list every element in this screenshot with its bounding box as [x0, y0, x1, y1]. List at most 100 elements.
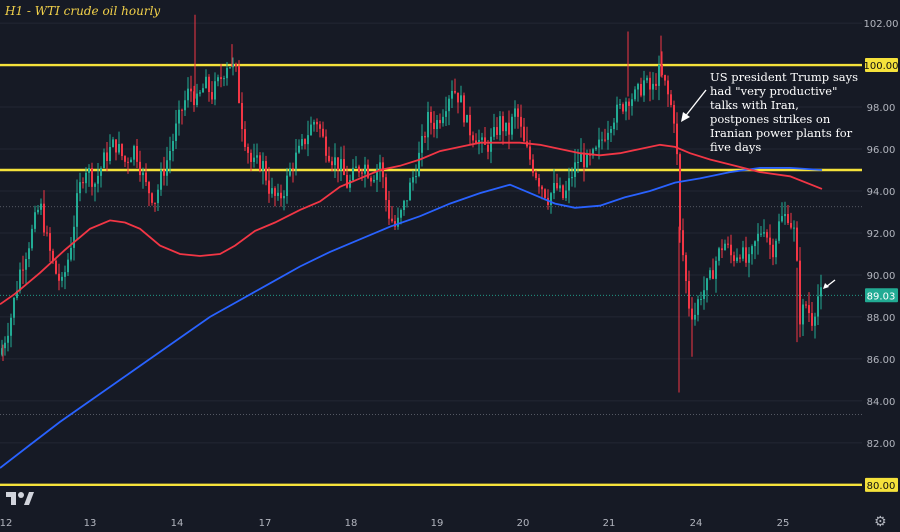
x-tick-label: 25: [777, 518, 790, 529]
candle-body: [769, 237, 771, 245]
y-tick-label: 98.00: [867, 103, 896, 114]
candle-body: [730, 244, 732, 256]
candle-body: [700, 298, 702, 300]
candle-body: [511, 116, 513, 135]
candle-body: [16, 290, 18, 298]
candle-body: [85, 172, 87, 184]
candle-body: [256, 155, 258, 158]
last-price-badge: [865, 288, 898, 303]
candle-body: [799, 260, 801, 325]
candle-body: [817, 296, 819, 317]
chart-title: H1 - WTI crude oil hourly: [5, 4, 161, 18]
candle-body: [400, 210, 402, 218]
candle-body: [553, 182, 555, 194]
candle-body: [490, 136, 492, 152]
candle-body: [37, 209, 39, 213]
candle-body: [733, 255, 735, 262]
candle-body: [337, 157, 339, 170]
candle-body: [358, 166, 360, 173]
candle-body: [607, 132, 609, 140]
candle-body: [436, 120, 438, 130]
candle-body: [319, 124, 321, 129]
candle-body: [544, 189, 546, 198]
candle-body: [586, 153, 588, 168]
candle-body: [130, 159, 132, 163]
annotation-arrow-icon: [683, 89, 707, 119]
candle-body: [394, 221, 396, 227]
x-tick-label: 19: [431, 518, 444, 529]
candle-body: [565, 190, 567, 199]
candle-body: [517, 108, 519, 117]
candle-body: [403, 200, 405, 211]
candle-body: [778, 221, 780, 241]
candle-body: [283, 195, 285, 199]
candle-body: [343, 159, 345, 175]
candle-body: [805, 304, 807, 306]
candle-body: [274, 188, 276, 196]
candle-body: [367, 164, 369, 178]
candle-body: [193, 91, 195, 106]
y-tick-label: 102.00: [864, 19, 899, 30]
candle-body: [616, 104, 618, 123]
candle-body: [469, 114, 471, 136]
candle-body: [523, 126, 525, 142]
candle-body: [70, 247, 72, 260]
candle-body: [598, 139, 600, 148]
candle-body: [670, 94, 672, 106]
candle-body: [397, 217, 399, 227]
candle-body: [265, 161, 267, 181]
candle-body: [748, 254, 750, 263]
level-price-badge: [865, 477, 898, 492]
candle-body: [682, 230, 684, 256]
candle-body: [172, 141, 174, 151]
candle-body: [181, 109, 183, 111]
candle-body: [808, 305, 810, 314]
candle-body: [439, 120, 441, 124]
candle-body: [205, 76, 207, 89]
candle-body: [115, 139, 117, 153]
candle-body: [697, 299, 699, 315]
candle-body: [487, 144, 489, 152]
candle-body: [355, 166, 357, 168]
x-axis: 12 13 14 17 18 19 20 21 24 25: [0, 518, 789, 529]
candle-body: [301, 139, 303, 146]
candle-body: [340, 159, 342, 170]
candle-body: [775, 240, 777, 258]
x-tick-label: 12: [0, 518, 12, 529]
candle-body: [214, 81, 216, 100]
candle-body: [7, 335, 9, 343]
candle-body: [202, 88, 204, 93]
price-arrowhead-icon: [823, 283, 829, 289]
candle-body: [652, 83, 654, 90]
moving-averages: [0, 141, 823, 469]
candle-body: [541, 186, 543, 190]
candle-body: [679, 154, 681, 231]
candle-body: [718, 248, 720, 261]
candle-body: [88, 168, 90, 173]
y-tick-label: 86.00: [867, 355, 896, 366]
candle-body: [109, 147, 111, 161]
candle-body: [310, 124, 312, 136]
x-tick-label: 13: [84, 518, 97, 529]
candle-body: [106, 152, 108, 161]
candle-body: [277, 192, 279, 196]
candle-body: [253, 157, 255, 162]
tradingview-logo-icon[interactable]: [6, 490, 34, 506]
candle-body: [4, 342, 6, 349]
x-tick-label: 21: [603, 518, 616, 529]
candle-body: [349, 180, 351, 188]
candle-body: [739, 257, 741, 259]
candle-body: [19, 269, 21, 291]
candle-body: [361, 172, 363, 174]
candle-body: [550, 193, 552, 205]
level-price-label: 100.00: [864, 61, 899, 72]
candle-body: [415, 175, 417, 178]
x-tick-label: 17: [259, 518, 272, 529]
candle-body: [781, 216, 783, 222]
candle-body: [13, 297, 15, 318]
candle-body: [727, 243, 729, 245]
gear-icon[interactable]: ⚙: [874, 514, 887, 530]
candle-body: [73, 226, 75, 248]
candle-body: [685, 255, 687, 282]
candle-body: [535, 172, 537, 179]
